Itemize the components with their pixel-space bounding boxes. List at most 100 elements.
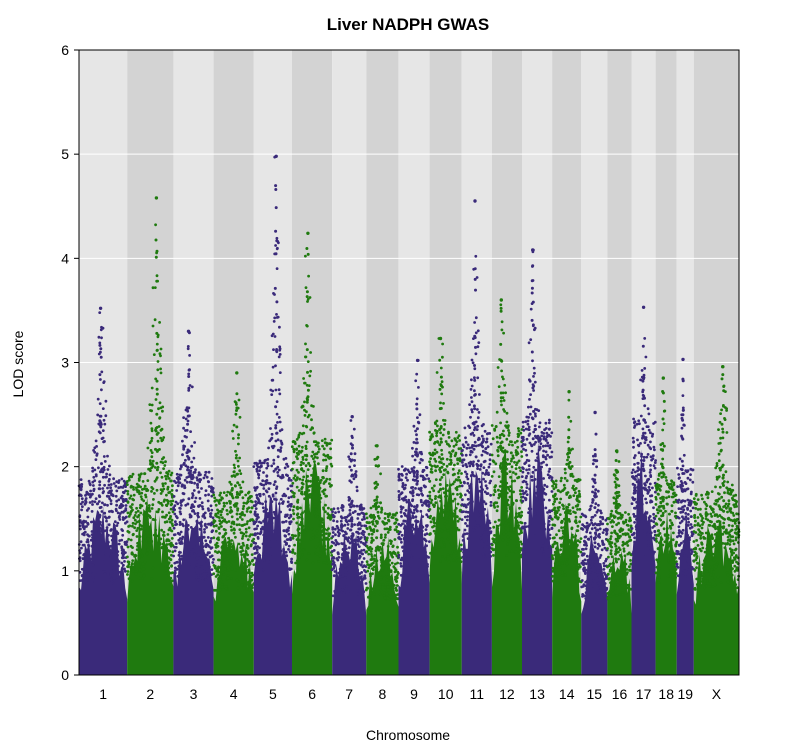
snp-point — [304, 444, 308, 448]
snp-point — [219, 575, 223, 579]
snp-point — [408, 550, 412, 553]
snp-point — [356, 592, 360, 596]
snp-point — [301, 445, 304, 449]
snp-point — [131, 559, 135, 562]
snp-point — [306, 252, 310, 256]
snp-point — [454, 546, 458, 550]
snp-point — [206, 507, 210, 511]
snp-point — [292, 461, 296, 464]
snp-point — [564, 521, 567, 525]
snp-point — [235, 491, 239, 494]
snp-point — [567, 518, 571, 521]
snp-point — [159, 492, 163, 495]
snp-point — [338, 567, 342, 571]
snp-point — [505, 437, 509, 441]
snp-point — [425, 473, 429, 477]
snp-point — [189, 515, 193, 519]
snp-point — [171, 579, 174, 583]
snp-point — [186, 502, 190, 506]
snp-point — [492, 493, 496, 497]
snp-point — [433, 448, 437, 452]
snp-point — [415, 519, 418, 523]
snp-point — [238, 528, 242, 531]
snp-point — [293, 474, 297, 477]
snp-point — [509, 536, 513, 540]
snp-point — [84, 549, 88, 552]
snp-point — [238, 456, 242, 460]
snp-point — [471, 471, 474, 474]
snp-point — [94, 530, 98, 534]
snp-point — [139, 495, 143, 498]
snp-point — [466, 503, 470, 506]
snp-point — [326, 516, 330, 520]
snp-point — [193, 481, 197, 485]
peak-snp-point — [350, 415, 354, 419]
snp-point — [261, 479, 265, 483]
snp-point — [283, 494, 287, 498]
snp-point — [186, 528, 190, 531]
snp-point — [531, 386, 535, 390]
snp-point — [319, 538, 323, 542]
snp-point — [142, 487, 146, 491]
snp-point — [91, 480, 95, 484]
snp-point — [328, 482, 331, 485]
snp-point — [220, 583, 224, 586]
snp-point — [138, 568, 142, 572]
snp-point — [426, 565, 429, 568]
snp-point — [515, 463, 518, 467]
snp-point — [343, 573, 347, 576]
snp-point — [398, 478, 402, 481]
snp-point — [439, 366, 443, 370]
snp-point — [104, 414, 108, 418]
snp-point — [100, 510, 104, 513]
snp-point — [521, 499, 525, 503]
snp-point — [371, 587, 375, 591]
snp-point — [327, 538, 331, 541]
snp-point — [395, 580, 398, 583]
snp-point — [438, 455, 441, 459]
snp-point — [456, 462, 460, 465]
snp-point — [421, 458, 424, 462]
snp-point — [509, 529, 513, 532]
snp-point — [130, 509, 133, 513]
snp-point — [285, 462, 289, 466]
snp-point — [98, 520, 102, 524]
snp-point — [223, 520, 227, 523]
snp-point — [147, 506, 151, 510]
snp-point — [154, 466, 157, 469]
snp-point — [80, 508, 83, 512]
snp-point — [440, 380, 444, 384]
snp-point — [428, 490, 432, 494]
snp-point — [564, 471, 567, 475]
snp-point — [496, 505, 500, 508]
snp-point — [235, 403, 238, 406]
snp-point — [90, 530, 94, 533]
snp-point — [217, 510, 221, 513]
snp-point — [174, 500, 178, 504]
snp-point — [309, 369, 312, 373]
snp-point — [106, 486, 109, 490]
snp-point — [275, 412, 279, 416]
snp-point — [143, 525, 146, 528]
snp-point — [369, 574, 372, 578]
snp-point — [262, 533, 266, 537]
snp-point — [123, 482, 127, 486]
snp-point — [312, 467, 315, 470]
snp-point — [126, 565, 129, 568]
snp-point — [98, 341, 102, 345]
snp-point — [405, 554, 409, 558]
snp-point — [114, 494, 118, 498]
snp-point — [538, 507, 542, 511]
snp-point — [446, 471, 450, 475]
snp-point — [437, 507, 441, 510]
snp-point — [85, 490, 89, 494]
snp-point — [375, 506, 379, 509]
snp-point — [415, 493, 419, 496]
snp-point — [415, 437, 419, 441]
snp-point — [434, 497, 437, 500]
snp-point — [120, 561, 124, 565]
snp-point — [556, 581, 560, 584]
snp-point — [165, 538, 169, 542]
snp-point — [183, 486, 187, 490]
snp-point — [206, 480, 210, 483]
